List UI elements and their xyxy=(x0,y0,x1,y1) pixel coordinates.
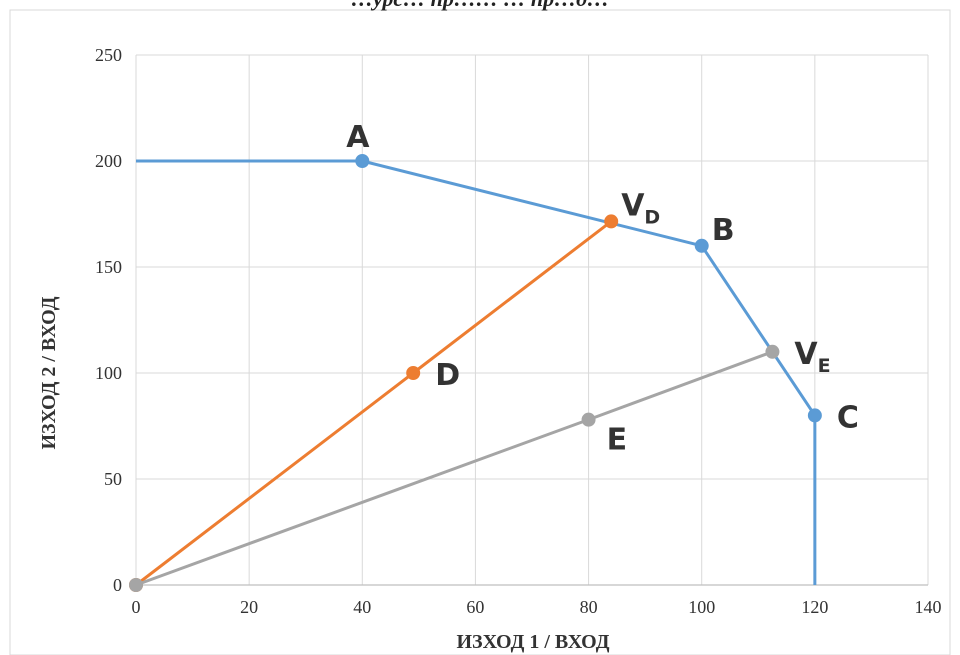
chart-title: …урс… пр…… … пр…д… xyxy=(351,0,609,11)
data-point-ray_e xyxy=(765,344,780,359)
series-layer xyxy=(129,154,822,592)
data-point-frontier xyxy=(807,408,822,423)
data-point-frontier xyxy=(694,238,709,253)
data-point-ray_e xyxy=(581,412,596,427)
x-axis-title: ИЗХОД 1 / ВХОД xyxy=(456,631,609,653)
x-tick-label: 20 xyxy=(240,597,258,617)
x-tick-label: 140 xyxy=(915,597,942,617)
x-tick-label: 0 xyxy=(132,597,141,617)
point-label-subscript: D xyxy=(644,206,660,228)
data-point-ray_d xyxy=(406,366,421,380)
y-tick-label: 150 xyxy=(95,257,122,277)
y-axis-title: ИЗХОД 2 / ВХОД xyxy=(38,296,60,449)
x-tick-label: 60 xyxy=(466,597,484,617)
y-tick-label: 200 xyxy=(95,151,122,171)
point-label-e: E xyxy=(607,423,628,458)
chart-border xyxy=(9,9,951,655)
axis-layer: 0 20 40 60 80 100 120 140 0 50 100 150 200 250 xyxy=(95,45,942,617)
x-tick-label: 100 xyxy=(688,597,715,617)
point-label-b: B xyxy=(712,213,735,248)
y-tick-label: 50 xyxy=(104,469,122,489)
y-tick-label: 0 xyxy=(113,575,122,595)
y-tick-label: 250 xyxy=(95,45,122,65)
data-point-frontier xyxy=(355,154,370,168)
point-label-a: A xyxy=(346,120,370,155)
y-tick-label: 100 xyxy=(95,363,122,383)
point-label-subscript: E xyxy=(818,355,831,377)
point-label-c: C xyxy=(837,400,859,435)
data-point-ray_d xyxy=(604,214,619,229)
x-tick-label: 120 xyxy=(801,597,828,617)
x-tick-label: 80 xyxy=(580,597,598,617)
x-tick-label: 40 xyxy=(353,597,371,617)
point-label-d: D xyxy=(435,358,460,393)
data-point-ray_e xyxy=(129,578,143,592)
